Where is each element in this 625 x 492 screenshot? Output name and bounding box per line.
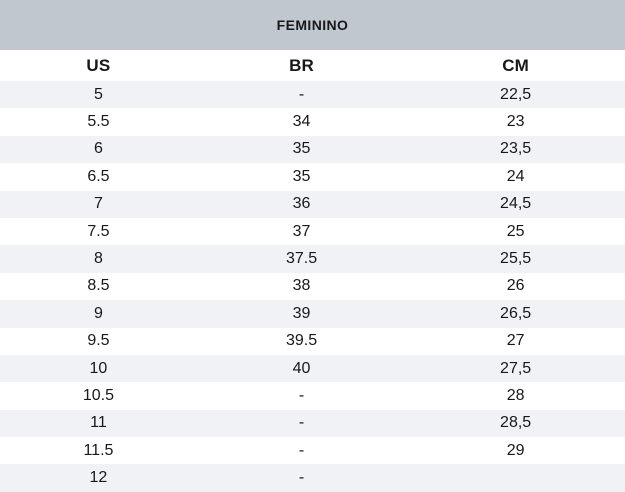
table-row: 9.5 39.5 27 <box>0 327 625 355</box>
table-row: 8.5 38 26 <box>0 272 625 301</box>
cell-cm: 26,5 <box>406 300 625 328</box>
cell-br: - <box>196 464 407 492</box>
cell-br: 40 <box>196 354 407 383</box>
cell-cm: 27,5 <box>406 354 625 383</box>
cell-br: 38 <box>196 272 407 301</box>
cell-cm: 22,5 <box>406 81 625 109</box>
cell-cm: 24 <box>406 163 625 191</box>
size-conversion-table: US BR CM 5-22,5 5.5 34 23 6 35 23,5 6.5 35 24 7 36 2… <box>0 50 625 492</box>
cell-us: 7.5 <box>0 217 197 246</box>
cell-us: 11.5 <box>0 437 197 465</box>
cell-us: 11 <box>0 409 197 438</box>
column-header-us: US <box>0 50 197 81</box>
cell-br: 35 <box>196 163 407 191</box>
cell-cm: 24,5 <box>406 190 625 218</box>
cell-cm <box>406 464 625 492</box>
cell-cm: 25,5 <box>406 245 625 273</box>
table-title: FEMININO <box>276 17 349 33</box>
cell-us: 6.5 <box>0 163 197 191</box>
table-row: 10 40 27,5 <box>0 354 625 383</box>
cell-br: - <box>196 382 407 410</box>
table-title-band: FEMININO <box>0 0 625 50</box>
table-row: 12- <box>0 464 625 492</box>
cell-br: 39.5 <box>196 327 407 355</box>
column-header-br: BR <box>196 50 407 81</box>
cell-us: 5.5 <box>0 108 197 136</box>
cell-br: - <box>196 81 407 109</box>
table-row: 7 36 24,5 <box>0 190 625 218</box>
table-row: 6 35 23,5 <box>0 135 625 164</box>
table-row: 6.5 35 24 <box>0 163 625 191</box>
cell-cm: 28 <box>406 382 625 410</box>
cell-cm: 25 <box>406 217 625 246</box>
cell-br: 39 <box>196 300 407 328</box>
cell-br: 35 <box>196 135 407 164</box>
cell-cm: 28,5 <box>406 409 625 438</box>
cell-br: 37.5 <box>196 245 407 273</box>
cell-br: 37 <box>196 217 407 246</box>
cell-us: 8.5 <box>0 272 197 301</box>
cell-cm: 23 <box>406 108 625 136</box>
table-row: 10.5-28 <box>0 382 625 410</box>
cell-us: 9.5 <box>0 327 197 355</box>
cell-cm: 29 <box>406 437 625 465</box>
cell-br: - <box>196 437 407 465</box>
table-row: 8 37.5 25,5 <box>0 245 625 273</box>
table-row: 5-22,5 <box>0 81 625 109</box>
table-row: 11.5-29 <box>0 437 625 465</box>
table-body: 5-22,5 5.5 34 23 6 35 23,5 6.5 35 24 7 36 24,5 7.5 37 2… <box>0 81 625 492</box>
cell-us: 7 <box>0 190 197 218</box>
cell-cm: 23,5 <box>406 135 625 164</box>
column-header-cm: CM <box>406 50 625 81</box>
cell-us: 6 <box>0 135 197 164</box>
cell-br: 36 <box>196 190 407 218</box>
cell-us: 10 <box>0 354 197 383</box>
cell-br: 34 <box>196 108 407 136</box>
cell-cm: 26 <box>406 272 625 301</box>
table-header-row: US BR CM <box>0 50 625 81</box>
table-row: 5.5 34 23 <box>0 108 625 136</box>
cell-br: - <box>196 409 407 438</box>
cell-cm: 27 <box>406 327 625 355</box>
cell-us: 12 <box>0 464 197 492</box>
table-row: 7.5 37 25 <box>0 217 625 246</box>
cell-us: 5 <box>0 81 197 109</box>
cell-us: 10.5 <box>0 382 197 410</box>
cell-us: 9 <box>0 300 197 328</box>
table-row: 11-28,5 <box>0 409 625 438</box>
cell-us: 8 <box>0 245 197 273</box>
table-row: 9 39 26,5 <box>0 300 625 328</box>
